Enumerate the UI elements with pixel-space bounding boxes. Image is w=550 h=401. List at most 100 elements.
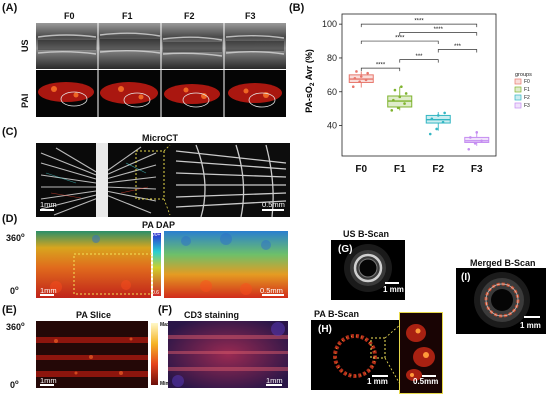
chart-significance-bracket-3 bbox=[437, 49, 478, 53]
panel-e-colorbar bbox=[151, 323, 158, 385]
panel-e-colorbar-top: Max bbox=[160, 322, 170, 328]
chart-plot-area bbox=[341, 13, 497, 157]
panel-e-scale: 1mm bbox=[40, 376, 57, 385]
chart-significance-bracket-5 bbox=[360, 67, 401, 72]
panel-e-y-top: 360o bbox=[6, 322, 25, 332]
chart-legend-swatch-0 bbox=[514, 78, 522, 85]
panel-c-scale-left: 1mm bbox=[40, 200, 57, 209]
chart-point-0-4 bbox=[359, 75, 363, 78]
chart-point-2-3 bbox=[430, 117, 434, 121]
panel-g-us-bscan-image bbox=[331, 240, 405, 300]
panel-f-scale-bar bbox=[266, 384, 282, 386]
chart-significance-label-0: **** bbox=[414, 19, 424, 25]
panel-h-label: (H) bbox=[318, 324, 332, 335]
panel-a-image-grid bbox=[36, 23, 286, 117]
panel-f-cd3-image bbox=[168, 321, 288, 388]
chart-significance-bracket-1 bbox=[399, 32, 478, 36]
panel-h-zoom-image bbox=[399, 312, 443, 394]
panel-a-col-f0: F0 bbox=[64, 11, 75, 21]
panel-e-y-top-text: 360 bbox=[6, 322, 22, 332]
chart-y-axis-label: PA-sO2 Avr (%) bbox=[304, 49, 316, 113]
panel-i-merged-bscan-image bbox=[456, 268, 546, 334]
chart-significance-label-2: **** bbox=[395, 36, 405, 42]
panel-d-colorbar-bottom: 0.6 bbox=[152, 290, 159, 296]
panel-g-title: US B-Scan bbox=[343, 229, 390, 239]
chart-legend-swatch-1 bbox=[514, 86, 522, 93]
chart-point-3-4 bbox=[475, 131, 479, 134]
chart-legend-title: groups bbox=[515, 72, 532, 78]
panel-h-scale-bar-left bbox=[372, 375, 388, 377]
chart-point-2-4 bbox=[436, 114, 440, 117]
chart-legend-swatch-2 bbox=[514, 94, 522, 101]
chart-point-1-7 bbox=[400, 85, 403, 88]
chart-y-axis-label-suffix: Avr (%) bbox=[304, 49, 314, 82]
panel-c-label: (C) bbox=[2, 126, 18, 138]
chart-point-1-6 bbox=[393, 88, 397, 92]
panel-e-y-bottom-text: 0 bbox=[10, 380, 16, 390]
panel-d-y-bottom: 0o bbox=[10, 286, 19, 296]
chart-point-1-4 bbox=[398, 95, 402, 99]
panel-i-scale: 1 mm bbox=[520, 321, 541, 330]
chart-point-2-2 bbox=[441, 120, 445, 124]
chart-point-0-3 bbox=[353, 76, 357, 80]
chart-point-3-2 bbox=[480, 139, 483, 143]
chart-point-0-0 bbox=[351, 85, 355, 88]
panel-d-y-top-text: 360 bbox=[6, 233, 22, 243]
chart-significance-bracket-2 bbox=[360, 40, 439, 45]
panel-h-pa-bscan-image bbox=[311, 320, 407, 390]
panel-a-col-f1: F1 bbox=[122, 11, 133, 21]
panel-c-title: MicroCT bbox=[142, 133, 178, 143]
chart-point-0-5 bbox=[366, 71, 369, 75]
panel-c-scale-bar-right bbox=[262, 209, 284, 211]
panel-c-microct-image bbox=[36, 143, 290, 217]
chart-significance-bracket-0 bbox=[360, 23, 478, 28]
panel-a-label: (A) bbox=[2, 2, 18, 14]
chart-significance-label-4: *** bbox=[415, 54, 423, 60]
chart-point-1-1 bbox=[396, 106, 400, 110]
panel-d-scale-right: 0.5mm bbox=[260, 286, 283, 295]
panel-d-y-bottom-text: 0 bbox=[10, 286, 16, 296]
panel-h-scale-bar-right bbox=[422, 375, 436, 377]
panel-e-scale-bar bbox=[40, 384, 54, 386]
panel-d-label: (D) bbox=[2, 213, 18, 225]
panel-d-title: PA DAP bbox=[142, 220, 176, 230]
panel-f-scale: 1mm bbox=[266, 376, 283, 385]
chart-y-tick-label-1: 60 bbox=[327, 87, 337, 97]
chart-significance-label-1: **** bbox=[434, 27, 444, 33]
panel-d-colorbar-top: 90+ bbox=[152, 232, 161, 238]
panel-e-title: PA Slice bbox=[76, 310, 112, 320]
panel-h-title: PA B-Scan bbox=[314, 309, 360, 319]
chart-legend-entry-3: F3 bbox=[524, 103, 530, 109]
panel-g-label: (G) bbox=[338, 244, 353, 255]
chart-legend-swatch-3 bbox=[514, 102, 522, 109]
panel-i-label: (I) bbox=[461, 272, 471, 283]
chart-x-tick-label-0: F0 bbox=[355, 164, 367, 175]
panel-b-label: (B) bbox=[289, 2, 305, 14]
panel-d-scale-left: 1mm bbox=[40, 286, 57, 295]
chart-x-tick-label-2: F2 bbox=[432, 164, 444, 175]
chart-significance-label-5: **** bbox=[376, 63, 386, 69]
chart-x-tick-label-3: F3 bbox=[471, 164, 483, 175]
panel-d-scale-bar-left bbox=[40, 294, 54, 296]
chart-legend-entry-2: F2 bbox=[524, 95, 530, 101]
chart-point-0-1 bbox=[358, 80, 361, 83]
chart-legend-entry-1: F1 bbox=[524, 87, 530, 93]
panel-i-title: Merged B-Scan bbox=[470, 258, 536, 268]
chart-y-tick-label-3: 100 bbox=[322, 19, 337, 29]
chart-point-2-0 bbox=[428, 132, 432, 136]
chart-point-0-6 bbox=[355, 70, 358, 73]
panel-h-scale-left: 1 mm bbox=[367, 377, 388, 386]
panel-h-scale-right: 0.5mm bbox=[413, 377, 439, 386]
chart-point-3-1 bbox=[473, 142, 477, 145]
chart-y-tick-label-0: 40 bbox=[327, 121, 337, 131]
chart-point-1-2 bbox=[403, 102, 406, 105]
panel-c-scale-right: 0.5mm bbox=[262, 200, 285, 209]
chart-point-0-2 bbox=[364, 78, 368, 82]
panel-d-scale-bar-right bbox=[262, 294, 284, 296]
panel-e-y-bottom: 0o bbox=[10, 380, 19, 390]
panel-a-col-f3: F3 bbox=[245, 11, 256, 21]
panel-g-scale: 1 mm bbox=[383, 285, 404, 294]
chart-legend-entry-0: F0 bbox=[524, 79, 530, 85]
panel-i-scale-bar bbox=[524, 316, 540, 318]
chart-point-1-5 bbox=[404, 92, 408, 95]
